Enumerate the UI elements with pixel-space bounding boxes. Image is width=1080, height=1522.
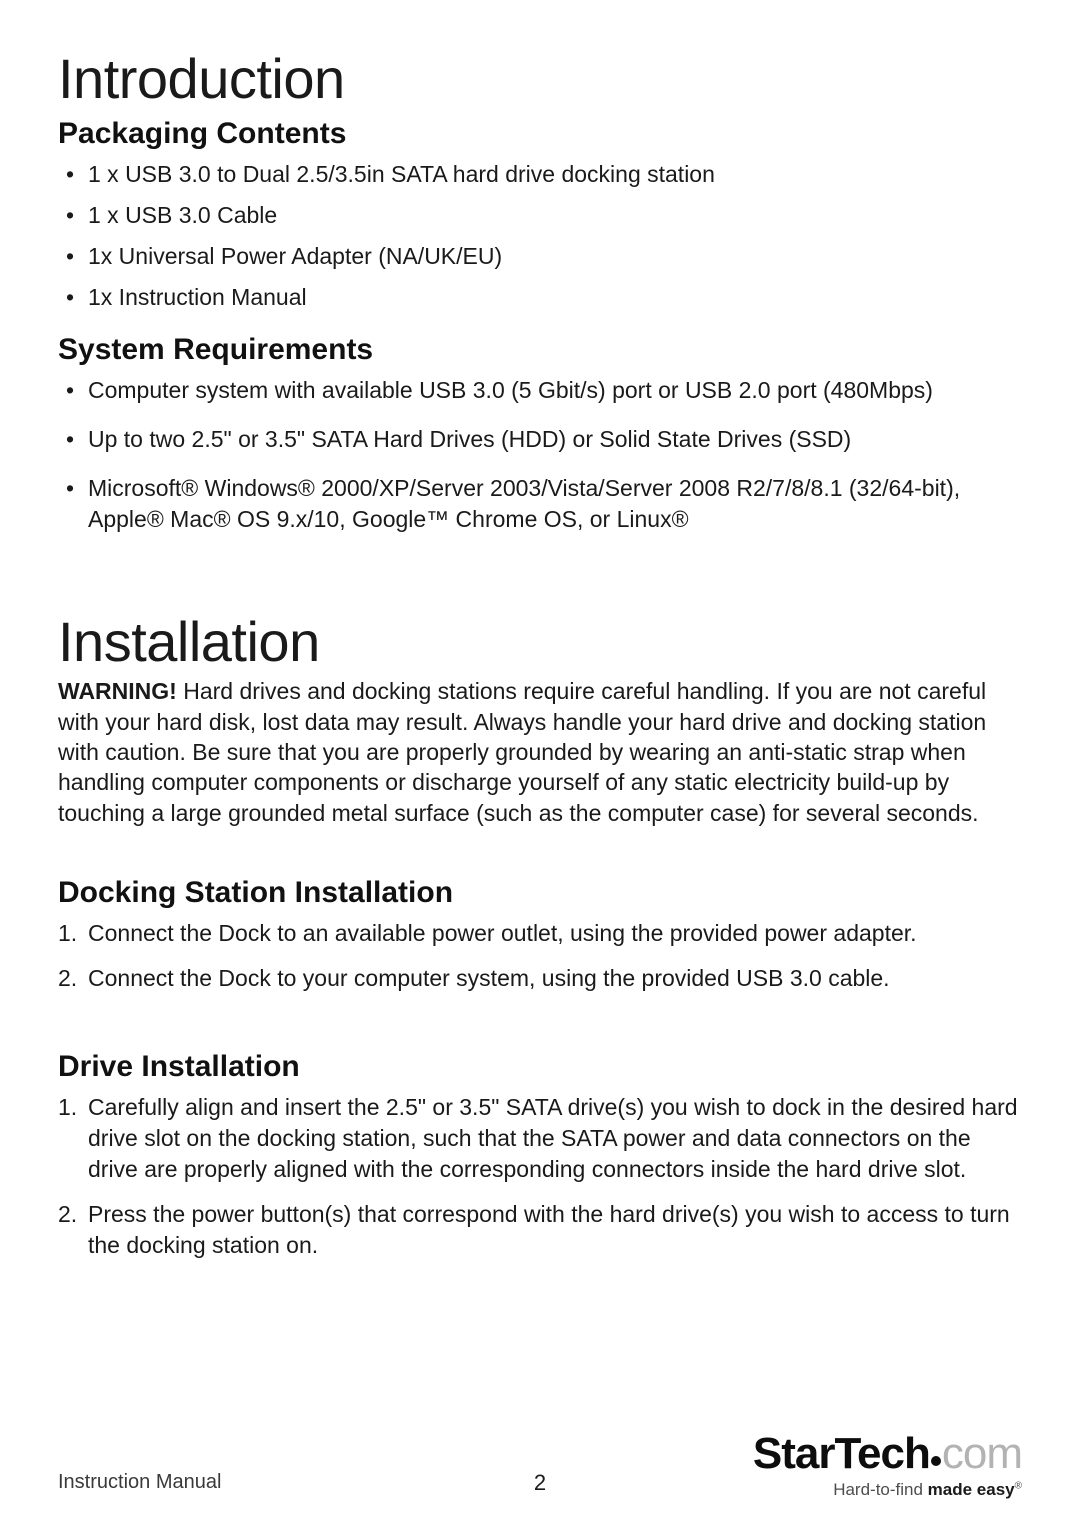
list-item: Carefully align and insert the 2.5" or 3… — [58, 1092, 1022, 1185]
drive-installation-steps: Carefully align and insert the 2.5" or 3… — [58, 1092, 1022, 1261]
list-item: 1 x USB 3.0 to Dual 2.5/3.5in SATA hard … — [58, 159, 1022, 190]
list-item: Computer system with available USB 3.0 (… — [58, 375, 1022, 406]
list-item: 1x Universal Power Adapter (NA/UK/EU) — [58, 241, 1022, 272]
packaging-contents-list: 1 x USB 3.0 to Dual 2.5/3.5in SATA hard … — [58, 159, 1022, 313]
warning-text: Hard drives and docking stations require… — [58, 678, 986, 825]
list-item: Microsoft® Windows® 2000/XP/Server 2003/… — [58, 473, 1022, 535]
subheading-system-requirements: System Requirements — [58, 333, 1022, 367]
brand-tagline: Hard-to-find made easy® — [753, 1480, 1022, 1500]
system-requirements-list: Computer system with available USB 3.0 (… — [58, 375, 1022, 535]
warning-paragraph: WARNING! Hard drives and docking station… — [58, 676, 1022, 828]
list-item: 1x Instruction Manual — [58, 282, 1022, 313]
brand-logo: StarTechcom — [753, 1432, 1022, 1476]
subheading-docking-station-installation: Docking Station Installation — [58, 876, 1022, 910]
docking-station-steps: Connect the Dock to an available power o… — [58, 918, 1022, 994]
tagline-bold: made easy — [928, 1480, 1015, 1499]
page-footer: Instruction Manual 2 StarTechcom Hard-to… — [58, 1471, 1022, 1494]
registered-mark-icon: ® — [1015, 1480, 1022, 1491]
warning-label: WARNING! — [58, 678, 177, 704]
list-item: Up to two 2.5" or 3.5" SATA Hard Drives … — [58, 424, 1022, 455]
list-item: Press the power button(s) that correspon… — [58, 1199, 1022, 1261]
tagline-prefix: Hard-to-find — [833, 1480, 927, 1499]
subheading-packaging-contents: Packaging Contents — [58, 117, 1022, 151]
section-heading-installation: Installation — [58, 609, 1022, 674]
brand-name-bold: StarTech — [753, 1429, 930, 1478]
list-item: Connect the Dock to an available power o… — [58, 918, 1022, 949]
section-heading-introduction: Introduction — [58, 46, 1022, 111]
brand-dot-icon — [931, 1456, 941, 1466]
brand-block: StarTechcom Hard-to-find made easy® — [753, 1432, 1022, 1500]
list-item: Connect the Dock to your computer system… — [58, 963, 1022, 994]
list-item: 1 x USB 3.0 Cable — [58, 200, 1022, 231]
subheading-drive-installation: Drive Installation — [58, 1050, 1022, 1084]
brand-name-grey: com — [942, 1429, 1022, 1478]
